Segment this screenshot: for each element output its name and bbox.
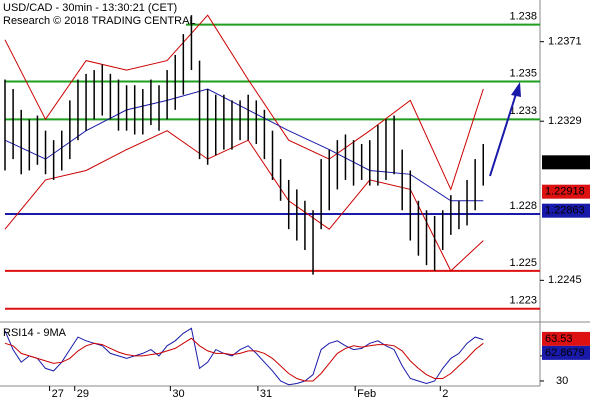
level-label: 1.238	[509, 11, 537, 23]
x-tick-label: Feb	[357, 388, 376, 400]
level-label-bg	[508, 10, 539, 23]
level-label: 1.225	[509, 257, 537, 269]
forecast-arrow-head	[511, 82, 521, 97]
overlay-line	[4, 14, 484, 191]
price-marker-label: 62.8679	[545, 347, 585, 359]
level-label-bg	[508, 105, 539, 118]
price-marker-bg	[542, 203, 590, 218]
price-marker-bg	[542, 155, 590, 170]
level-label: 1.228	[509, 200, 537, 212]
x-tick-label: 27	[52, 388, 64, 400]
level-label: 1.233	[509, 105, 537, 117]
level-label: 1.223	[509, 295, 537, 307]
level-label-bg	[508, 200, 539, 213]
level-label: 1.235	[509, 67, 537, 79]
y-tick-label: 1.2329	[548, 115, 582, 127]
level-label-bg	[508, 67, 539, 80]
price-marker-label: 63.53	[545, 333, 573, 345]
rsi-title: RSI14 - 9MA	[3, 327, 67, 339]
y-tick-label: 1.2371	[548, 36, 582, 48]
level-label-bg	[508, 294, 539, 307]
x-tick-label: 29	[77, 388, 89, 400]
x-tick-label: 2	[442, 388, 448, 400]
chart-title: USD/CAD - 30min - 13:30:21 (CET)	[3, 2, 177, 14]
chart-subtitle: Research © 2018 TRADING CENTRAL	[3, 15, 196, 27]
price-marker-bg	[542, 184, 590, 199]
x-tick-label: 31	[260, 388, 272, 400]
y-tick-label: 30	[556, 375, 568, 387]
title-bg	[0, 0, 186, 28]
x-tick-label: 30	[172, 388, 184, 400]
rsi-line	[4, 327, 484, 386]
y-tick-label: 1.2245	[548, 274, 582, 286]
price-marker-bg	[542, 331, 590, 346]
price-marker-label: 1.23073	[545, 156, 585, 168]
price-marker-label: 1.22918	[545, 186, 585, 198]
price-marker-label: 1.22863	[545, 205, 585, 217]
rsi-line	[4, 337, 484, 382]
price-marker-bg	[542, 345, 590, 360]
level-label-bg	[508, 256, 539, 269]
forecast-arrow	[489, 93, 517, 177]
